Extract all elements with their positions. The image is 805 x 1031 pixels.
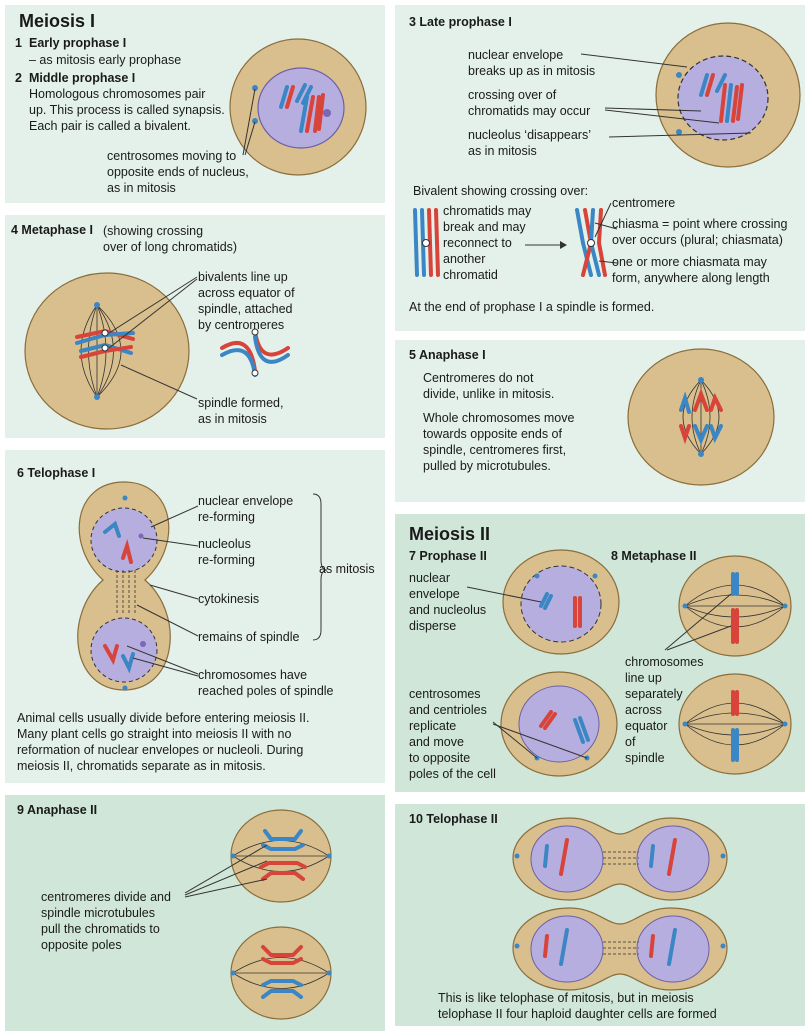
metaphase-1-subtitle: (showing crossing over of long chromatid…	[103, 224, 238, 254]
panel-telophase-2: 10 Telophase II This is like telophase o…	[395, 804, 805, 1026]
crossing-over-label: crossing over of chromatids may occur	[468, 88, 591, 118]
spindle-formed-text: At the end of prophase I a spindle is fo…	[409, 300, 655, 314]
telophase-2-text: This is like telophase of mitosis, but i…	[438, 991, 717, 1021]
centromere-label: centromere	[612, 196, 676, 210]
late-prophase-title: 3 Late prophase I	[409, 15, 512, 29]
telophase-1-paragraph: Animal cells usually divide before enter…	[17, 711, 310, 773]
middle-prophase-label: Middle prophase I	[29, 71, 136, 85]
panel-meiosis-2: Meiosis II 7 Prophase II 8 Metaphase II …	[395, 514, 805, 792]
chromosomes-poles-label: chromosomes have reached poles of spindl…	[198, 668, 334, 698]
bivalents-label: bivalents line up across equator of spin…	[198, 270, 295, 332]
meiosis-1-title: Meiosis I	[19, 11, 96, 31]
nuclear-envelope-label: nuclear envelope breaks up as in mitosis	[468, 48, 596, 78]
chiasma-label: chiasma = point where crossing over occu…	[612, 217, 788, 247]
meiosis-2-title: Meiosis II	[409, 524, 491, 544]
metaphase-2-title: 8 Metaphase II	[611, 549, 697, 563]
centrosomes-replicate-label: centrosomes and centrioles replicate and…	[409, 687, 496, 781]
telophase-2-diagram	[512, 817, 728, 991]
chromosomes-line-up-label: chromosomes line up separately across eq…	[625, 655, 704, 765]
nucleolus-label: nucleolus ‘disappears’ as in mitosis	[468, 128, 591, 158]
middle-prophase-text: Homologous chromosomes pair up. This pro…	[29, 87, 225, 133]
nuclear-disperse-label: nuclear envelope and nucleolus disperse	[409, 571, 487, 633]
anaphase-1-diagram	[627, 348, 775, 486]
panel-meiosis-1: Meiosis I 1 Early prophase I – as mitosi…	[5, 5, 385, 203]
anaphase-2-diagram	[184, 809, 332, 1020]
early-prophase-label: Early prophase I	[29, 36, 127, 50]
anaphase-2-title: 9 Anaphase II	[17, 803, 98, 817]
anaphase-1-text-2: Whole chromosomes move towards opposite …	[423, 411, 575, 473]
nuclear-envelope-label: nuclear envelope re-forming	[198, 494, 294, 524]
telophase-2-title: 10 Telophase II	[409, 812, 498, 826]
telophase-1-diagram	[77, 481, 328, 691]
prophase-2-title: 7 Prophase II	[409, 549, 487, 563]
remains-of-spindle-label: remains of spindle	[198, 630, 300, 644]
as-mitosis-label: as mitosis	[319, 562, 375, 576]
meiosis-2-diagram	[466, 549, 792, 777]
panel-telophase-1: 6 Telophase I nuclear envelope re-formin…	[5, 450, 385, 783]
panel-anaphase-1: 5 Anaphase I Centromeres do not divide, …	[395, 340, 805, 502]
cytokinesis-label: cytokinesis	[198, 592, 260, 606]
one-or-more-label: one or more chiasmata may form, anywhere…	[612, 255, 770, 285]
telophase-1-title: 6 Telophase I	[17, 466, 96, 480]
centrosomes-label: centrosomes moving to opposite ends of n…	[107, 149, 249, 195]
anaphase-1-title: 5 Anaphase I	[409, 348, 486, 362]
bivalent-heading: Bivalent showing crossing over:	[413, 184, 589, 198]
nucleolus	[323, 109, 331, 117]
metaphase-1-diagram	[24, 272, 290, 430]
chromatids-break-label: chromatids may break and may reconnect t…	[443, 204, 532, 282]
middle-prophase-diagram	[229, 38, 367, 176]
centrosome	[252, 118, 258, 124]
nucleolus-label: nucleolus re-forming	[198, 537, 255, 567]
early-prophase-text: – as mitosis early prophase	[29, 53, 182, 67]
late-prophase-diagram	[413, 22, 801, 277]
step-number: 2	[15, 71, 22, 85]
centromeres-divide-label: centromeres divide and spindle microtubu…	[41, 890, 171, 952]
panel-late-prophase: 3 Late prophase I nuclear envelope break…	[395, 5, 805, 331]
panel-anaphase-2: 9 Anaphase II centromeres divide and spi…	[5, 795, 385, 1031]
anaphase-1-text-1: Centromeres do not divide, unlike in mit…	[423, 371, 555, 401]
spindle-label: spindle formed, as in mitosis	[198, 396, 284, 426]
centrosome	[252, 85, 258, 91]
metaphase-1-title: 4 Metaphase I	[11, 223, 93, 237]
nucleus	[257, 67, 345, 149]
panel-metaphase-1: 4 Metaphase I (showing crossing over of …	[5, 215, 385, 438]
step-number: 1	[15, 36, 22, 50]
